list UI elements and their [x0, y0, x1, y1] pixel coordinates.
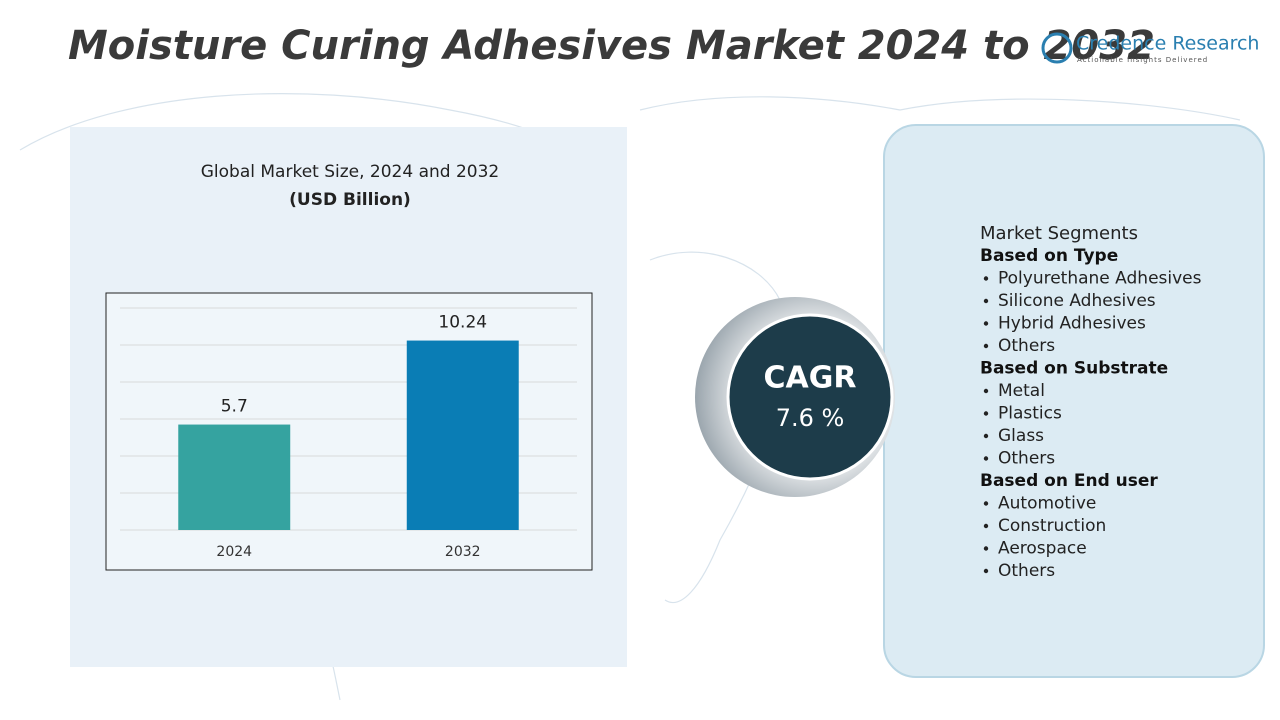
bullet: [983, 433, 989, 439]
value-label: 5.7: [221, 397, 248, 417]
segment-item: Hybrid Adhesives: [998, 314, 1146, 334]
value-label: 10.24: [438, 313, 487, 333]
bullet: [983, 388, 989, 394]
segment-item: Others: [998, 561, 1055, 581]
bar: [406, 340, 519, 530]
x-tick-label: 2032: [445, 544, 481, 560]
cagr-label: CAGR: [764, 361, 857, 396]
segments-panel: [883, 124, 1265, 678]
bullet: [983, 276, 989, 281]
segment-item: Metal: [998, 381, 1045, 401]
bullet: [983, 343, 989, 349]
bullet: [983, 298, 989, 304]
bullet: [983, 501, 989, 506]
cagr-circle: [726, 313, 894, 481]
cagr-value: 7.6 %: [776, 404, 845, 432]
logo-icon: [1041, 32, 1073, 64]
segment-item: Silicone Adhesives: [998, 291, 1156, 311]
bar: [178, 424, 291, 530]
segments-title: Market Segments: [980, 223, 1138, 244]
segment-item: Automotive: [998, 494, 1096, 514]
x-tick-label: 2024: [216, 544, 252, 560]
chart-title: Global Market Size, 2024 and 2032: [201, 162, 500, 182]
segment-item: Polyurethane Adhesives: [998, 269, 1202, 289]
segment-group: Based on Type: [980, 246, 1118, 266]
chart-panel: [70, 127, 627, 667]
logo-name: Credence Research: [1076, 33, 1259, 55]
bullet: [983, 411, 989, 416]
page-title: Moisture Curing Adhesives Market 2024 to…: [68, 23, 1155, 69]
segment-group: Based on Substrate: [980, 359, 1168, 379]
segment-item: Glass: [998, 426, 1044, 446]
segment-item: Others: [998, 336, 1055, 356]
segment-item: Plastics: [998, 404, 1062, 424]
bullet: [983, 546, 989, 551]
bullet: [983, 321, 989, 326]
bullet: [983, 523, 989, 529]
segment-group: Based on End user: [980, 471, 1158, 491]
segment-item: Aerospace: [998, 539, 1087, 559]
chart-subtitle: (USD Billion): [289, 190, 411, 210]
bullet: [983, 568, 989, 574]
segment-item: Construction: [998, 516, 1106, 536]
logo-tagline: Actionable Insights Delivered: [1077, 56, 1208, 64]
bullet: [983, 456, 989, 461]
segment-item: Others: [998, 449, 1055, 469]
